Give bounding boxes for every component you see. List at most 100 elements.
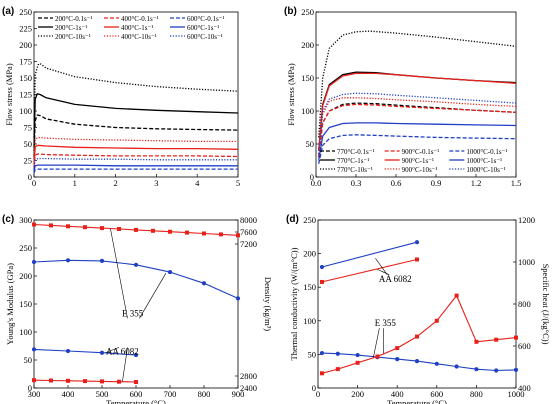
data-point: [151, 228, 155, 233]
annotation-leader: [373, 328, 380, 358]
x-tick-label: 800: [198, 389, 211, 399]
y-tick-label: 200: [19, 271, 32, 281]
data-point: [201, 281, 207, 286]
x-tick-label: 2: [113, 178, 117, 188]
data-point: [185, 230, 189, 235]
series-b-7: [318, 122, 517, 161]
y-tick-label: 75: [24, 123, 33, 133]
y-tick-label: 225: [19, 24, 32, 34]
y-tick-label: 0: [28, 383, 32, 393]
series-line: [321, 258, 418, 283]
x-tick-label: 600: [430, 389, 443, 399]
x-tick-label: 4: [195, 178, 200, 188]
series-line: [33, 114, 239, 158]
y-right-tick-label: 1000: [518, 257, 535, 267]
data-point: [319, 371, 324, 376]
series-b-3: [318, 103, 517, 158]
y-right-tick-label: 7200: [240, 239, 257, 249]
legend-label: 900°C-1s⁻¹: [402, 157, 434, 165]
y-tick-label: 200: [301, 40, 314, 50]
data-point: [236, 233, 240, 238]
series-a-4: [33, 144, 239, 164]
annotation-label: E 355: [375, 318, 397, 328]
series-line: [321, 241, 418, 268]
legend-label: 600°C-1s⁻¹: [187, 24, 219, 32]
legend-label: 900°C-10s⁻¹: [402, 166, 438, 174]
data-point: [117, 379, 121, 384]
data-point: [319, 279, 324, 284]
series-a-1: [33, 93, 239, 148]
annotations-d: AA 6082 E 355: [373, 258, 412, 358]
x-tick-label: 0.9: [431, 178, 442, 188]
y-right-axis-label: Specific heat (J/(kg°C)): [541, 264, 551, 345]
annotation-leader: [375, 258, 388, 275]
legend-label: 600°C-10s⁻¹: [187, 33, 223, 41]
x-tick-label: 0: [316, 389, 320, 399]
data-point: [133, 352, 139, 358]
data-point: [65, 348, 71, 354]
data-point: [414, 359, 420, 364]
y-tick-label: 50: [306, 139, 315, 149]
y-tick-label: 25: [24, 156, 33, 166]
data-point: [335, 351, 340, 356]
y-axis-label: Young's Modulus (GPa): [5, 263, 15, 345]
annotation-label: AA 6082: [379, 274, 412, 284]
panel-label: (b): [284, 6, 297, 17]
y-right-axis-label: Density (kg/m³): [263, 277, 273, 331]
y-right-tick-label: 800: [518, 299, 531, 309]
y-tick-label: 125: [19, 90, 32, 100]
data-point: [319, 264, 325, 270]
data-point: [395, 357, 400, 362]
series-line: [321, 352, 517, 372]
legend-label: 770°C-1s⁻¹: [337, 157, 369, 165]
series-d-0: [319, 240, 420, 270]
annotations-c: E 355 AA 6082: [105, 228, 167, 382]
legend-label: 200°C-10s⁻¹: [55, 33, 91, 41]
data-point: [100, 379, 104, 384]
annotation-leader: [110, 228, 128, 319]
data-point: [117, 227, 121, 231]
y-tick-label: 175: [19, 57, 32, 67]
series-b-2: [318, 30, 517, 138]
y-tick-label: 250: [303, 215, 316, 225]
data-point: [415, 334, 419, 339]
series-line: [33, 168, 238, 174]
legend-label: 400°C-1s⁻¹: [121, 24, 153, 32]
y-tick-label: 250: [19, 243, 32, 253]
data-point: [167, 269, 173, 275]
annotation-label: E 355: [122, 308, 144, 318]
data-point: [375, 354, 380, 359]
series-line: [318, 30, 517, 138]
data-point: [514, 335, 518, 340]
y-tick-label: 250: [19, 7, 32, 17]
data-point: [513, 367, 519, 372]
panel-label: (d): [286, 214, 299, 225]
data-point: [235, 296, 241, 301]
panel-label: (c): [2, 214, 14, 225]
series-line: [33, 157, 238, 170]
data-point: [355, 352, 360, 358]
annotation-leader: [122, 347, 128, 382]
data-point: [65, 258, 71, 263]
data-point: [494, 337, 499, 342]
x-tick-label: 400: [62, 389, 75, 399]
y-tick-label: 200: [19, 40, 32, 50]
x-tick-label: 0.6: [391, 178, 402, 188]
x-tick-label: 200: [351, 389, 364, 399]
legend-label: 600°C-0.1s⁻¹: [187, 15, 225, 23]
x-tick-label: 900: [232, 389, 245, 399]
y-right-tick-label: 1200: [518, 215, 535, 225]
data-point: [83, 225, 87, 230]
y-tick-label: 0: [310, 172, 314, 182]
x-tick-label: 0.0: [311, 178, 322, 188]
y-tick-label: 250: [301, 7, 314, 17]
series-a-2: [33, 62, 239, 138]
data-point: [32, 222, 36, 227]
x-tick-label: 1000: [508, 389, 525, 399]
y-tick-label: 200: [303, 249, 316, 259]
series-line: [318, 103, 517, 158]
data-point: [454, 293, 459, 298]
legend-label: 400°C-0.1s⁻¹: [121, 15, 159, 23]
y-tick-label: 150: [19, 299, 32, 309]
series-a-3: [33, 153, 239, 168]
